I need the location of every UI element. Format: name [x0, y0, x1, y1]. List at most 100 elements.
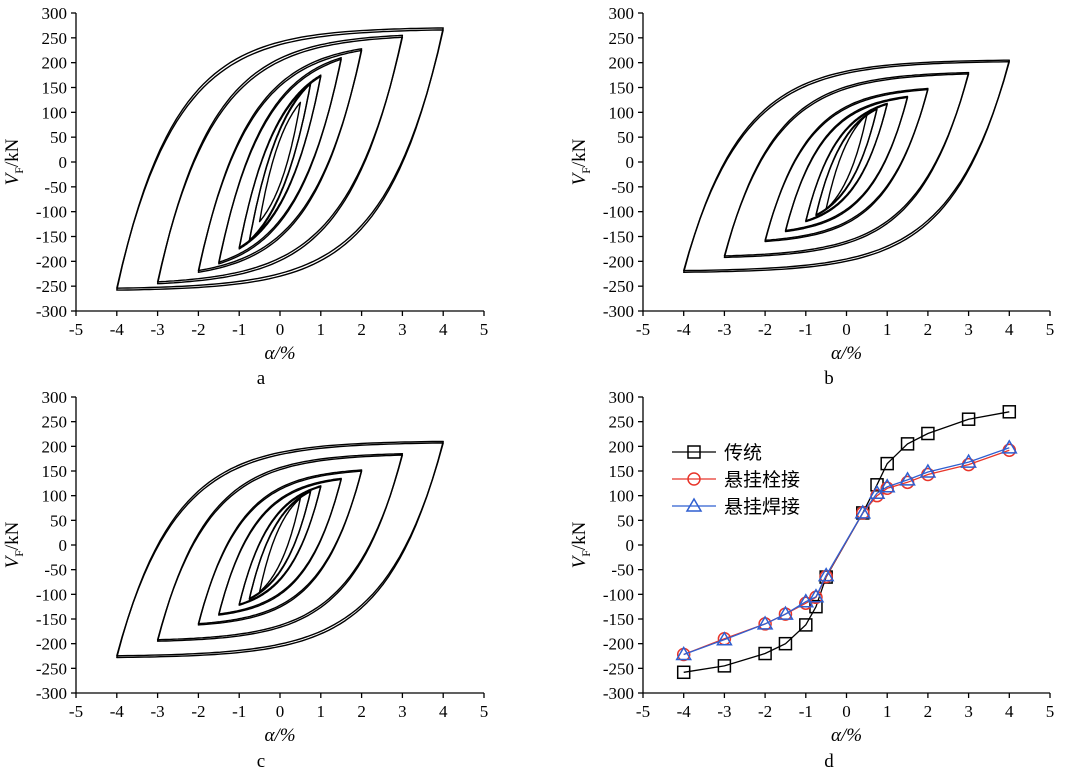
- hysteresis-loop: [116, 440, 444, 659]
- data-point-marker: [880, 456, 894, 471]
- y-tick-label: 250: [609, 29, 635, 48]
- y-axis-label-unit: /kN: [569, 138, 590, 167]
- y-tick-label: 200: [609, 54, 635, 73]
- data-point-marker: [1000, 439, 1018, 454]
- y-tick-label: 300: [42, 4, 68, 23]
- hysteresis-loop: [156, 34, 404, 285]
- hysteresis-loop: [258, 101, 302, 223]
- hysteresis-loop: [784, 95, 909, 233]
- hysteresis-loop-repeat: [784, 96, 909, 232]
- chart-panel-b: 300250200150100500-50-100-150-200-250-30…: [569, 4, 1054, 389]
- x-tick-label: 4: [1005, 320, 1014, 339]
- y-axis-label: VF/kN: [2, 138, 26, 185]
- y-tick-label: 200: [42, 54, 68, 73]
- y-tick-label: 50: [617, 128, 634, 147]
- hysteresis-loop: [197, 469, 363, 626]
- y-axis-label-subscript: F: [12, 550, 26, 557]
- x-tick-label: 5: [1046, 702, 1055, 721]
- x-tick-label: 1: [317, 320, 326, 339]
- y-tick-label: -250: [36, 659, 67, 678]
- hysteresis-loop: [156, 453, 404, 642]
- y-tick-label: 200: [42, 437, 68, 456]
- y-tick-label: -50: [611, 178, 634, 197]
- y-tick-label: 200: [609, 437, 635, 456]
- y-tick-label: -200: [36, 252, 67, 271]
- y-tick-label: 100: [42, 487, 68, 506]
- x-tick-label: 3: [398, 320, 407, 339]
- y-axis-label: VF/kN: [2, 521, 26, 568]
- y-tick-label: 150: [42, 462, 68, 481]
- data-point-marker: [716, 631, 733, 646]
- data-point-marker: [880, 481, 894, 496]
- hysteresis-loop: [197, 48, 363, 273]
- legend-label: 悬挂栓接: [724, 469, 800, 491]
- y-axis-label-subscript: F: [12, 167, 26, 174]
- hysteresis-loop: [238, 485, 322, 606]
- y-tick-label: 0: [59, 153, 68, 172]
- x-tick-label: -1: [799, 702, 813, 721]
- x-tick-label: 4: [439, 320, 448, 339]
- hysteresis-loop: [764, 87, 929, 243]
- y-tick-label: -300: [36, 684, 67, 703]
- data-point-marker: [799, 618, 813, 632]
- y-tick-label: -150: [603, 610, 634, 629]
- x-tick-label: 0: [276, 702, 285, 721]
- data-point-marker: [960, 453, 977, 468]
- series-2: [675, 439, 1018, 661]
- x-axis-label: α/%: [831, 725, 862, 746]
- x-tick-label: 5: [1046, 320, 1055, 339]
- data-point-marker: [717, 659, 732, 673]
- panel-label: b: [824, 368, 834, 389]
- y-tick-label: 50: [617, 511, 634, 530]
- data-point-marker: [809, 590, 823, 605]
- hysteresis-loop-repeat: [218, 58, 342, 263]
- legend-marker: [687, 472, 701, 486]
- data-point-marker: [799, 596, 813, 610]
- x-tick-label: 1: [883, 702, 892, 721]
- y-tick-label: -50: [44, 561, 67, 580]
- x-tick-label: -1: [232, 702, 246, 721]
- y-axis-label-unit: /kN: [2, 521, 23, 550]
- y-tick-label: -150: [603, 228, 634, 247]
- panel-label: c: [257, 751, 265, 772]
- data-point-marker: [758, 646, 772, 661]
- data-point-marker: [854, 504, 872, 519]
- data-point-marker: [921, 426, 935, 441]
- hysteresis-loop-repeat: [116, 29, 444, 289]
- y-axis-label-symbol: V: [2, 554, 23, 568]
- x-tick-label: -5: [636, 702, 650, 721]
- x-tick-label: 2: [924, 320, 933, 339]
- y-axis-label-symbol: V: [2, 171, 23, 185]
- x-tick-label: -5: [69, 320, 83, 339]
- x-tick-label: 4: [1005, 702, 1014, 721]
- hysteresis-loop-repeat: [197, 49, 363, 272]
- y-axis-label-subscript: F: [579, 167, 593, 174]
- hysteresis-loop: [116, 27, 444, 291]
- y-tick-label: 300: [42, 388, 68, 407]
- hysteresis-loop: [723, 71, 970, 259]
- y-axis-label-subscript: F: [579, 550, 593, 557]
- x-tick-label: -1: [799, 320, 813, 339]
- y-axis-label-unit: /kN: [569, 521, 590, 550]
- x-tick-label: -2: [758, 702, 772, 721]
- panel-label: a: [257, 368, 266, 389]
- y-axis-label: VF/kN: [569, 521, 593, 568]
- y-tick-label: 300: [609, 4, 635, 23]
- x-tick-label: 2: [357, 702, 366, 721]
- chart-panel-d: 300250200150100500-50-100-150-200-250-30…: [569, 388, 1054, 772]
- panel-label: d: [824, 751, 834, 772]
- y-tick-label: 250: [42, 29, 68, 48]
- x-tick-label: 5: [480, 320, 489, 339]
- x-tick-label: -2: [191, 702, 205, 721]
- y-tick-label: 50: [50, 511, 67, 530]
- x-tick-label: 0: [276, 320, 285, 339]
- data-point-marker: [1002, 443, 1017, 458]
- data-point-marker: [807, 588, 825, 603]
- hysteresis-loop: [683, 59, 1010, 273]
- y-tick-label: 0: [59, 536, 68, 555]
- data-point-marker: [675, 646, 693, 661]
- y-tick-label: 250: [42, 413, 68, 432]
- data-point-marker: [899, 471, 916, 486]
- y-tick-label: -250: [603, 659, 634, 678]
